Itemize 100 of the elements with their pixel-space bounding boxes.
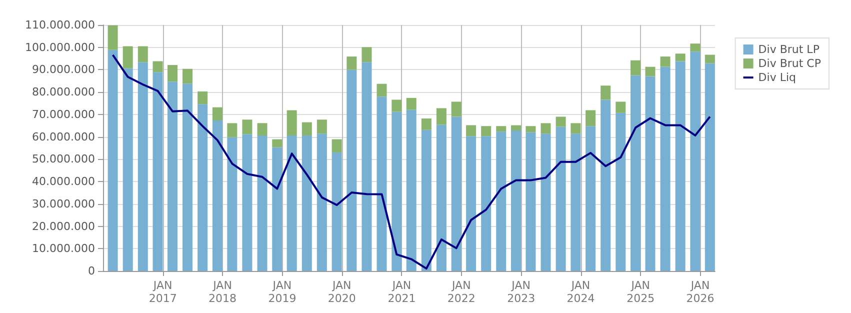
bar: [182, 84, 193, 271]
bar: [362, 62, 372, 271]
x-tick-label: JAN 2020: [328, 279, 356, 305]
bar: [526, 132, 536, 271]
x-tick-label: JAN 2021: [388, 279, 416, 305]
bar: [302, 122, 312, 136]
bar: [242, 134, 252, 271]
bar: [406, 98, 416, 110]
y-tick-label: 70.000.000: [32, 108, 95, 121]
bar: [198, 91, 208, 104]
bar: [511, 130, 522, 271]
bar: [630, 60, 641, 76]
bar: [376, 84, 387, 97]
bar: [257, 135, 268, 271]
bar: [690, 44, 700, 52]
x-tick-label: JAN 2024: [566, 279, 595, 305]
bar: [630, 75, 641, 271]
x-tick-label: JAN 2023: [507, 279, 536, 305]
bar: [570, 123, 581, 134]
y-tick-label: 90.000.000: [32, 63, 95, 76]
x-tick-label: JAN 2025: [626, 279, 655, 305]
y-tick-label: 50.000.000: [32, 152, 95, 166]
y-tick-label: 100.000.000: [25, 40, 95, 54]
bar: [496, 132, 506, 271]
bar: [600, 100, 611, 271]
bar: [406, 110, 416, 271]
bar: [540, 123, 551, 134]
y-tick-label: 30.000.000: [32, 197, 95, 210]
y-tick-label: 10.000.000: [32, 242, 95, 256]
bar: [586, 110, 596, 126]
bar: [556, 126, 566, 271]
bar: [466, 136, 476, 271]
line-series: [112, 54, 711, 270]
bar: [138, 46, 148, 62]
y-tick-label: 40.000.000: [32, 175, 95, 188]
bar: [481, 126, 492, 136]
legend-label: Div Brut LP: [758, 43, 820, 56]
y-tick-label: 20.000.000: [32, 220, 95, 233]
bar: [570, 134, 581, 271]
bar: [257, 123, 268, 136]
bar: [242, 120, 252, 134]
x-tick-label: JAN 2018: [208, 279, 237, 305]
bar: [316, 134, 327, 271]
bar: [704, 63, 715, 271]
bar: [212, 120, 222, 271]
bar: [616, 102, 626, 113]
bar: [616, 112, 626, 271]
bar: [481, 136, 492, 271]
bar: [167, 82, 178, 271]
legend-label: Div Brut CP: [758, 57, 822, 70]
bar: [332, 139, 342, 152]
bar: [346, 70, 357, 271]
bar: [645, 76, 656, 271]
bar: [152, 72, 163, 271]
y-tick-label: 60.000.000: [32, 130, 95, 144]
bar: [108, 50, 118, 271]
bar: [526, 126, 536, 132]
bar: [496, 126, 506, 132]
bar: [466, 125, 476, 136]
y-tick-label: 110.000.000: [25, 18, 95, 32]
bar: [690, 52, 700, 271]
bar: [212, 107, 222, 120]
bar: [362, 47, 372, 62]
x-tick-label: JAN 2026: [686, 279, 714, 305]
bar: [346, 56, 357, 70]
bar: [376, 96, 387, 271]
bar: [122, 68, 133, 271]
bar: [138, 62, 148, 271]
bar: [436, 108, 446, 125]
bar: [436, 124, 446, 271]
bar: [645, 66, 656, 76]
bar: [675, 54, 686, 62]
bar: [108, 25, 118, 50]
bar: [675, 61, 686, 271]
bar: [556, 116, 566, 127]
bar: [316, 120, 327, 134]
bar: [286, 110, 297, 136]
bar: [152, 61, 163, 72]
bar: [660, 66, 670, 271]
bar: [392, 112, 402, 271]
bar: [302, 135, 312, 271]
bar: [704, 54, 715, 64]
x-tick-label: JAN 2022: [447, 279, 476, 305]
bar: [586, 126, 596, 271]
bar: [540, 134, 551, 271]
bar: [286, 135, 297, 271]
x-tick-label: JAN 2019: [268, 279, 296, 305]
bar: [182, 68, 193, 84]
bar: [272, 139, 282, 148]
bar: [122, 46, 133, 68]
bar: [392, 100, 402, 112]
bar: [511, 125, 522, 131]
legend-label: Div Liq: [758, 71, 796, 84]
bar: [451, 116, 462, 271]
bar: [660, 56, 670, 67]
bar: [167, 65, 178, 82]
bar: [227, 137, 238, 271]
y-tick-label: 0: [88, 264, 95, 278]
bar: [272, 147, 282, 271]
bar: [421, 130, 432, 271]
